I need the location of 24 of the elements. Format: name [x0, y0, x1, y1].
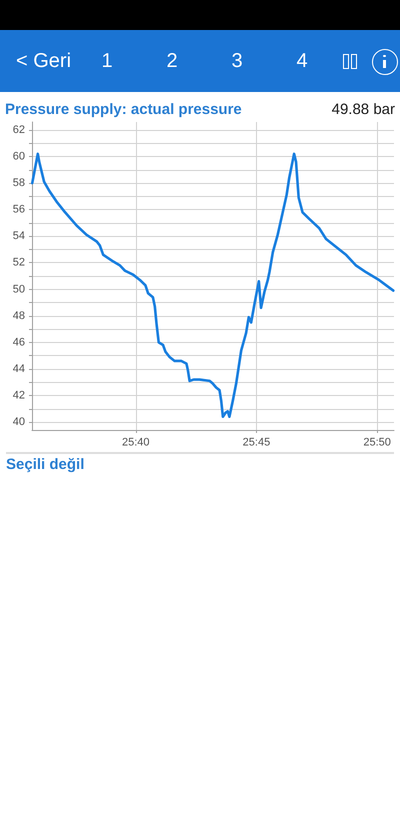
y-tick-label: 40 [12, 416, 25, 428]
text: 3 [230, 49, 244, 73]
y-tick-label: 60 [12, 150, 25, 163]
text: 2 [165, 49, 179, 73]
text: 1 [100, 49, 114, 73]
x-tick-label: 25:45 [242, 436, 270, 448]
y-tick-label: 46 [12, 336, 25, 348]
y-tick-label: 62 [12, 124, 25, 136]
text: 4 [295, 49, 309, 73]
x-tick-label: 25:50 [363, 436, 391, 448]
y-tick-label: 52 [12, 256, 25, 269]
text: Seçili değil [6, 455, 84, 475]
y-tick-label: 50 [12, 283, 25, 296]
y-tick-label: 58 [12, 177, 25, 190]
y-tick-label: 54 [12, 230, 25, 242]
y-tick-label: 56 [12, 204, 25, 216]
text: 49.88 bar [332, 101, 396, 118]
text: < Geri [16, 49, 72, 73]
line-series [30, 152, 395, 418]
chart-title: Pressure supply: actual pressure [5, 101, 242, 118]
y-tick-label: 44 [12, 362, 25, 375]
y-tick-label: 48 [12, 310, 25, 322]
y-tick-label: 42 [12, 389, 25, 402]
x-tick-label: 25:40 [122, 436, 150, 448]
